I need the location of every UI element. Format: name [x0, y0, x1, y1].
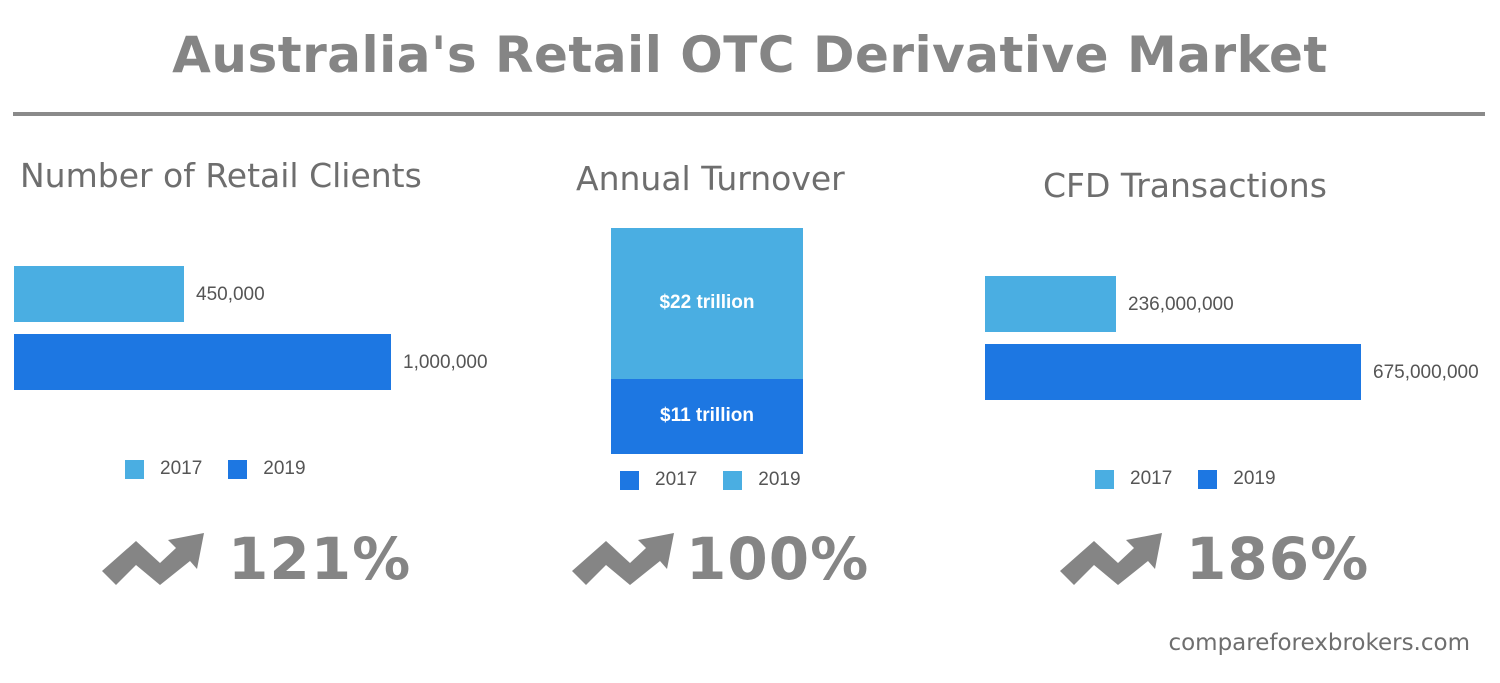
- legend-item-2017: 2017: [620, 469, 697, 491]
- bar-2019-retail-clients: [14, 334, 391, 390]
- legend-item-2019: 2019: [1198, 468, 1276, 490]
- bar-segment-2017-turnover: $11 trillion: [611, 379, 803, 454]
- bar-value-label: 450,000: [196, 284, 265, 305]
- legend-item-2017: 2017: [125, 458, 202, 480]
- growth-indicator-retail-clients: 121%: [100, 525, 411, 593]
- title-divider: [13, 112, 1485, 116]
- legend-item-2019: 2019: [228, 458, 306, 480]
- legend-swatch: [1198, 469, 1218, 489]
- legend-label: 2017: [655, 469, 698, 490]
- legend-retail-clients: 2017 2019: [125, 458, 306, 480]
- bar-2019-cfd-transactions: [985, 344, 1361, 400]
- panel-title-annual-turnover: Annual Turnover: [576, 159, 845, 198]
- legend-label: 2017: [160, 458, 203, 479]
- bar-2017-retail-clients: [14, 266, 184, 322]
- legend-label: 2019: [758, 469, 801, 490]
- panel-title-cfd-transactions: CFD Transactions: [1043, 166, 1327, 205]
- segment-label: $11 trillion: [660, 404, 754, 426]
- legend-swatch: [723, 470, 743, 490]
- legend-cfd-transactions: 2017 2019: [1095, 468, 1276, 490]
- trend-up-arrow-icon: [102, 533, 204, 585]
- legend-swatch: [228, 459, 248, 479]
- segment-label: $22 trillion: [659, 291, 755, 313]
- legend-label: 2019: [263, 458, 306, 479]
- bar-segment-2019-turnover: $22 trillion: [611, 228, 803, 379]
- panel-title-retail-clients: Number of Retail Clients: [20, 156, 422, 195]
- bar-value-label: 236,000,000: [1128, 294, 1234, 315]
- legend-swatch: [125, 459, 144, 479]
- bar-value-label: 675,000,000: [1373, 362, 1479, 383]
- legend-label: 2019: [1233, 468, 1276, 489]
- growth-percentage: 186%: [1186, 525, 1370, 593]
- legend-item-2019: 2019: [723, 469, 801, 491]
- legend-swatch: [620, 470, 639, 490]
- trend-up-arrow-icon: [1060, 533, 1162, 585]
- growth-indicator-cfd-transactions: 186%: [1058, 525, 1369, 593]
- source-watermark: compareforexbrokers.com: [1168, 630, 1470, 656]
- legend-item-2017: 2017: [1095, 468, 1172, 490]
- legend-annual-turnover: 2017 2019: [620, 469, 801, 491]
- legend-label: 2017: [1130, 468, 1173, 489]
- page-title: Australia's Retail OTC Derivative Market: [172, 26, 1328, 84]
- bar-2017-cfd-transactions: [985, 276, 1116, 332]
- legend-swatch: [1095, 469, 1114, 489]
- trend-up-arrow-icon: [572, 533, 674, 585]
- growth-percentage: 100%: [686, 525, 870, 593]
- growth-percentage: 121%: [228, 525, 412, 593]
- growth-indicator-annual-turnover: 100%: [570, 525, 869, 593]
- bar-value-label: 1,000,000: [403, 352, 488, 373]
